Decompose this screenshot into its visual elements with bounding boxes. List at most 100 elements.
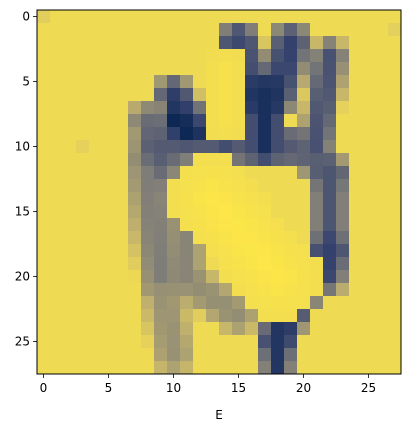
heatmap-cell bbox=[50, 322, 64, 336]
heatmap-cell bbox=[76, 88, 90, 102]
heatmap-cell bbox=[258, 127, 272, 141]
heatmap-cell bbox=[219, 10, 233, 24]
heatmap-cell bbox=[232, 88, 246, 102]
heatmap-cell bbox=[219, 179, 233, 193]
heatmap-cell bbox=[141, 361, 155, 375]
heatmap-cell bbox=[180, 114, 194, 128]
heatmap-cell bbox=[310, 270, 324, 284]
heatmap-cell bbox=[297, 335, 311, 349]
heatmap-cell bbox=[232, 231, 246, 245]
heatmap-cell bbox=[180, 322, 194, 336]
heatmap-cell bbox=[89, 62, 103, 76]
heatmap-cell bbox=[141, 257, 155, 271]
heatmap-cell bbox=[50, 140, 64, 154]
heatmap-cell bbox=[375, 127, 389, 141]
heatmap-cell bbox=[362, 127, 376, 141]
heatmap-cell bbox=[76, 348, 90, 362]
heatmap-cell bbox=[50, 62, 64, 76]
heatmap-cell bbox=[375, 244, 389, 258]
heatmap-cell bbox=[102, 270, 116, 284]
heatmap-cell bbox=[193, 257, 207, 271]
heatmap-cell bbox=[206, 257, 220, 271]
heatmap-cell bbox=[271, 296, 285, 310]
heatmap-cell bbox=[50, 335, 64, 349]
heatmap-cell bbox=[37, 49, 51, 63]
heatmap-cell bbox=[193, 283, 207, 297]
heatmap-cell bbox=[63, 335, 77, 349]
heatmap-cell bbox=[362, 322, 376, 336]
heatmap-cell bbox=[375, 348, 389, 362]
heatmap-cell bbox=[349, 205, 363, 219]
heatmap-cell bbox=[375, 114, 389, 128]
heatmap-cell bbox=[375, 192, 389, 206]
heatmap-cell bbox=[115, 257, 129, 271]
heatmap-cell bbox=[193, 166, 207, 180]
heatmap-cell bbox=[297, 127, 311, 141]
heatmap-cell bbox=[180, 205, 194, 219]
heatmap-cell bbox=[362, 166, 376, 180]
heatmap-cell bbox=[323, 257, 337, 271]
heatmap-cell bbox=[115, 205, 129, 219]
heatmap-cell bbox=[115, 361, 129, 375]
heatmap-cell bbox=[63, 88, 77, 102]
heatmap-cell bbox=[245, 296, 259, 310]
heatmap-cell bbox=[232, 127, 246, 141]
heatmap-cell bbox=[206, 10, 220, 24]
heatmap-cell bbox=[219, 335, 233, 349]
heatmap-cell bbox=[219, 309, 233, 323]
heatmap-cell bbox=[232, 296, 246, 310]
heatmap-cell bbox=[50, 244, 64, 258]
heatmap-cell bbox=[154, 231, 168, 245]
heatmap-cell bbox=[245, 283, 259, 297]
y-tick-label: 10 bbox=[15, 140, 30, 154]
x-tick-label: 15 bbox=[231, 381, 246, 395]
heatmap-cell bbox=[128, 270, 142, 284]
heatmap-cell bbox=[37, 36, 51, 50]
heatmap-cell bbox=[284, 10, 298, 24]
heatmap-cell bbox=[336, 114, 350, 128]
heatmap-cell bbox=[128, 166, 142, 180]
heatmap-cell bbox=[167, 75, 181, 89]
heatmap-cell bbox=[206, 335, 220, 349]
heatmap-cell bbox=[37, 244, 51, 258]
heatmap-cell bbox=[154, 127, 168, 141]
heatmap-cell bbox=[63, 296, 77, 310]
heatmap-cell bbox=[258, 23, 272, 37]
heatmap-cell bbox=[154, 36, 168, 50]
heatmap-cell bbox=[37, 296, 51, 310]
heatmap-cell bbox=[167, 179, 181, 193]
heatmap-cell bbox=[128, 283, 142, 297]
heatmap-cell bbox=[323, 49, 337, 63]
heatmap-cell bbox=[128, 101, 142, 115]
heatmap-cell bbox=[193, 114, 207, 128]
heatmap-cell bbox=[258, 283, 272, 297]
heatmap-cell bbox=[284, 49, 298, 63]
heatmap-cell bbox=[180, 88, 194, 102]
heatmap-cell bbox=[310, 153, 324, 167]
heatmap-cell bbox=[180, 231, 194, 245]
heatmap-cell bbox=[310, 101, 324, 115]
heatmap-cell bbox=[219, 49, 233, 63]
heatmap-cell bbox=[193, 23, 207, 37]
heatmap-cell bbox=[167, 23, 181, 37]
heatmap-cell bbox=[180, 75, 194, 89]
heatmap-cell bbox=[76, 140, 90, 154]
heatmap-cell bbox=[297, 309, 311, 323]
heatmap-cell bbox=[258, 296, 272, 310]
heatmap-cell bbox=[115, 218, 129, 232]
heatmap-cell bbox=[50, 127, 64, 141]
heatmap-cell bbox=[297, 192, 311, 206]
heatmap-cell bbox=[271, 192, 285, 206]
heatmap-cell bbox=[50, 114, 64, 128]
heatmap-cell bbox=[323, 218, 337, 232]
heatmap-cell bbox=[167, 127, 181, 141]
heatmap-cell bbox=[297, 179, 311, 193]
heatmap-cell bbox=[271, 88, 285, 102]
heatmap-cell bbox=[258, 88, 272, 102]
heatmap-cell bbox=[245, 348, 259, 362]
heatmap-cell bbox=[141, 244, 155, 258]
heatmap-cell bbox=[141, 140, 155, 154]
heatmap-cell bbox=[76, 322, 90, 336]
heatmap-cell bbox=[102, 231, 116, 245]
heatmap-cell bbox=[271, 244, 285, 258]
